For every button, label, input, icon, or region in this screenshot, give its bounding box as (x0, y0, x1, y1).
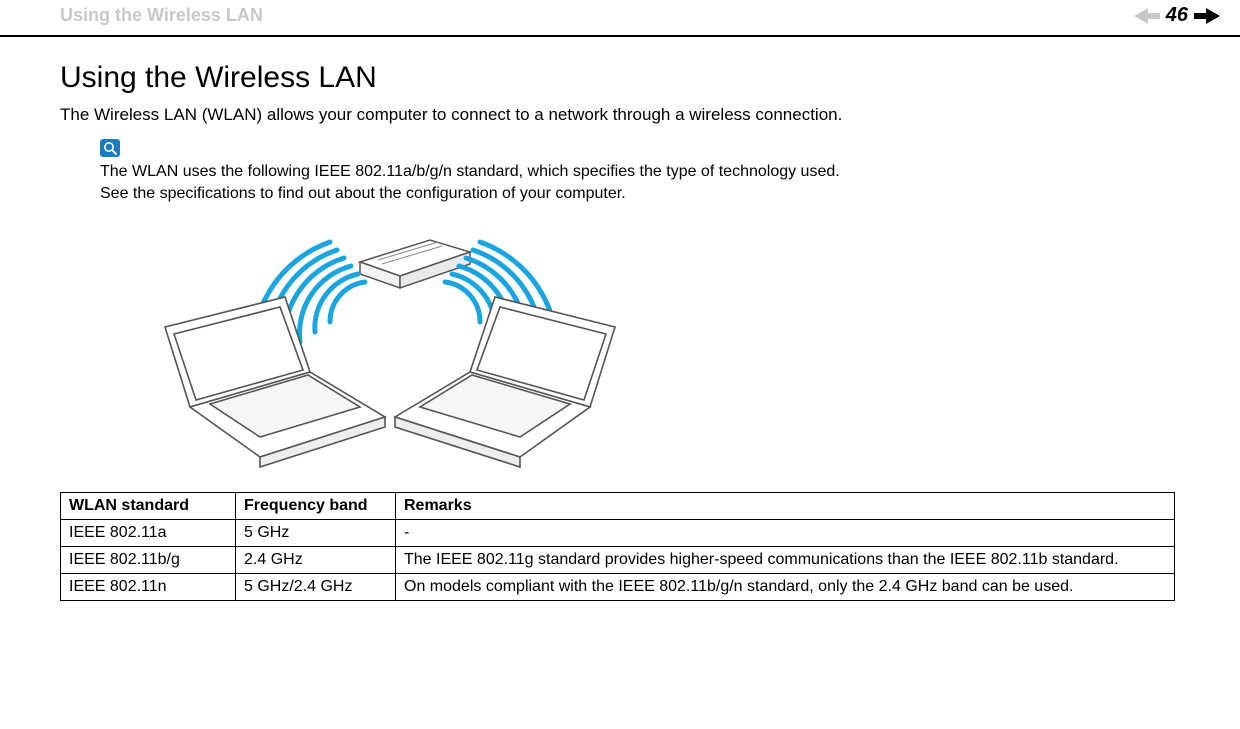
table-cell: 5 GHz/2.4 GHz (236, 574, 396, 601)
page-navigation: 46 (1134, 4, 1220, 27)
table-cell: IEEE 802.11n (61, 574, 236, 601)
table-header-row: WLAN standard Frequency band Remarks (61, 493, 1175, 520)
table-cell: 2.4 GHz (236, 547, 396, 574)
table-cell: 5 GHz (236, 520, 396, 547)
note-block: The WLAN uses the following IEEE 802.11a… (100, 139, 1180, 204)
table-cell: - (396, 520, 1175, 547)
info-icon (100, 139, 120, 157)
page-number: 46 (1166, 4, 1188, 27)
note-line-1: The WLAN uses the following IEEE 802.11a… (100, 161, 1180, 183)
table-row: IEEE 802.11a 5 GHz - (61, 520, 1175, 547)
breadcrumb: Using the Wireless LAN (60, 5, 263, 26)
laptop-right-icon (395, 297, 615, 467)
note-line-2: See the specifications to find out about… (100, 183, 1180, 205)
table-row: IEEE 802.11n 5 GHz/2.4 GHz On models com… (61, 574, 1175, 601)
wlan-standards-table: WLAN standard Frequency band Remarks IEE… (60, 492, 1175, 601)
table-cell: IEEE 802.11a (61, 520, 236, 547)
laptop-left-icon (165, 297, 385, 467)
table-row: IEEE 802.11b/g 2.4 GHz The IEEE 802.11g … (61, 547, 1175, 574)
nav-prev-icon[interactable] (1134, 8, 1160, 24)
table-header: WLAN standard (61, 493, 236, 520)
table-cell: IEEE 802.11b/g (61, 547, 236, 574)
router-icon (360, 240, 470, 288)
page-header: Using the Wireless LAN 46 (0, 0, 1240, 37)
table-cell: On models compliant with the IEEE 802.11… (396, 574, 1175, 601)
table-cell: The IEEE 802.11g standard provides highe… (396, 547, 1175, 574)
nav-next-icon[interactable] (1194, 8, 1220, 24)
page-content: Using the Wireless LAN The Wireless LAN … (0, 37, 1240, 601)
page-title: Using the Wireless LAN (60, 61, 1180, 95)
table-header: Remarks (396, 493, 1175, 520)
table-header: Frequency band (236, 493, 396, 520)
wlan-diagram (110, 222, 670, 472)
intro-text: The Wireless LAN (WLAN) allows your comp… (60, 105, 1180, 125)
